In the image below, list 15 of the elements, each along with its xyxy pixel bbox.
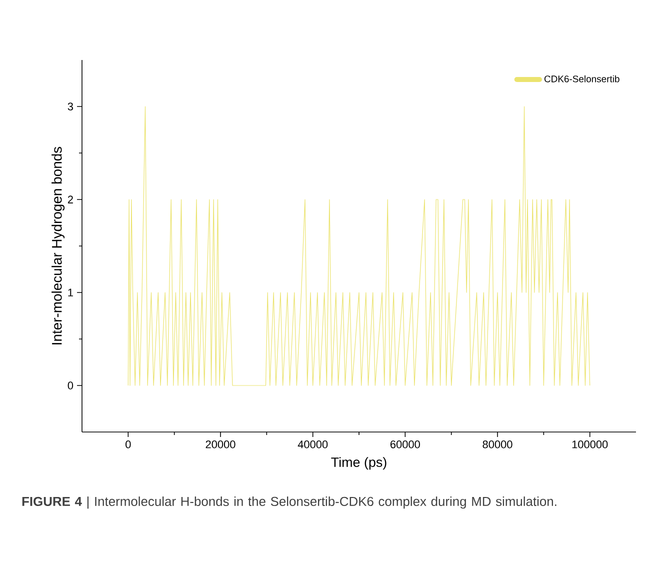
y-tick-label: 3 [68, 102, 74, 110]
x-tick-label: 20000 [206, 440, 236, 448]
x-axis-title: Time (ps) [331, 457, 386, 470]
x-tick-label: 80000 [482, 440, 512, 448]
text: FIGURE 4 | Intermolecular H-bonds in the Selonsertib-CDK6 complex during MD simulation. [22, 496, 556, 509]
y-tick-label: 0 [68, 382, 74, 390]
y-tick-label: 1 [68, 288, 73, 296]
y-axis-title: Inter-molecular Hydrogen bonds [52, 146, 65, 344]
y-tick-label: 2 [68, 196, 73, 204]
x-tick-label: 100000 [572, 440, 608, 448]
x-tick-label: 60000 [390, 440, 420, 448]
x-tick-label: 0 [126, 440, 131, 448]
x-tick-label: 40000 [298, 440, 328, 448]
line-series [128, 106, 590, 386]
legend-label: CDK6-Selonsertib [544, 75, 620, 82]
